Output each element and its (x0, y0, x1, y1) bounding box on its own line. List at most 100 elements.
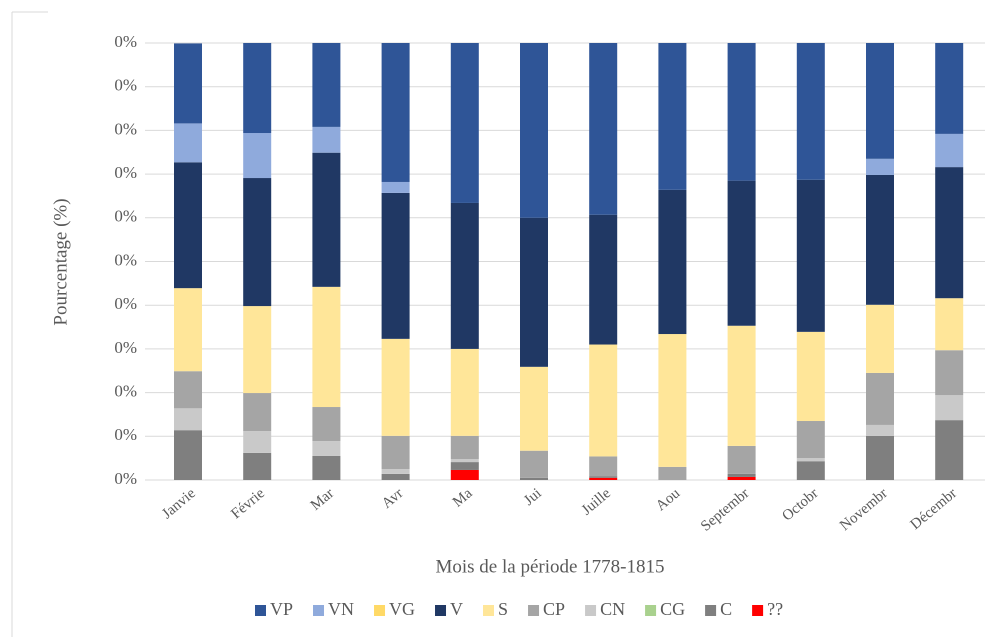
bar-segment (174, 43, 202, 124)
bar-segment (589, 477, 618, 480)
y-tick-label: 0% (114, 425, 137, 444)
x-tick-label: Septembr (698, 485, 752, 534)
y-tick-label: 0% (114, 250, 137, 269)
bar-segment (866, 372, 894, 425)
bar-segment (450, 459, 479, 463)
bar-segment (658, 466, 687, 480)
bar-segment (450, 348, 479, 436)
legend-label: VN (328, 599, 354, 619)
bar-segment (520, 477, 548, 480)
bar-segment (243, 133, 272, 179)
bar-segment (589, 344, 618, 457)
x-tick-label: Mar (308, 485, 337, 513)
bar-segment (935, 43, 964, 134)
bar-segment (381, 469, 410, 474)
bar-segment (935, 395, 964, 421)
bar-segment (658, 334, 687, 467)
bar-segment (243, 306, 272, 394)
bar-segment (866, 424, 894, 436)
bar-segment (174, 288, 202, 372)
y-tick-label: 0% (114, 76, 137, 95)
bar-segment (312, 126, 341, 153)
legend-label: ?? (767, 599, 783, 619)
legend-label: CP (543, 599, 565, 619)
bar-segment (727, 476, 756, 480)
legend-swatch (705, 605, 717, 616)
bar-segment (727, 43, 756, 181)
bar-segment (935, 298, 964, 351)
bar-segment (935, 133, 964, 168)
bar-segment (589, 214, 618, 345)
bar-segment (796, 179, 825, 332)
legend-label: VP (270, 599, 293, 619)
bar-segment (381, 181, 410, 193)
x-tick-label: Aou (653, 485, 683, 514)
legend-label: V (450, 599, 463, 619)
bar-segment (589, 456, 618, 477)
legend-swatch (435, 605, 447, 616)
bar-segment (243, 178, 272, 307)
bar-segment (243, 393, 272, 432)
bar-segment (312, 152, 341, 287)
y-tick-label: 0% (114, 382, 137, 401)
bar-segment (796, 421, 825, 459)
legend-swatch (752, 605, 764, 616)
legend-swatch (528, 605, 540, 616)
legend-label: CN (600, 599, 625, 619)
bar-segment (520, 366, 548, 451)
x-tick-label: Ma (450, 485, 476, 510)
x-tick-label: Janvie (159, 485, 199, 522)
bar-segment (727, 473, 756, 477)
bar-segment (381, 43, 410, 182)
bar-segment (866, 158, 894, 175)
bar-segment (312, 43, 341, 127)
legend-label: CG (660, 599, 685, 619)
x-tick-label: Févrie (228, 485, 268, 522)
bar-segment (312, 407, 341, 442)
legend-swatch (483, 605, 495, 616)
bar-segment (520, 217, 548, 367)
bar-segment (174, 371, 202, 409)
bar-segment (658, 189, 687, 335)
legend-label: C (720, 599, 732, 619)
legend-swatch (645, 605, 657, 616)
bar-segment (312, 286, 341, 408)
legend-label: S (498, 599, 508, 619)
x-tick-label: Avr (379, 485, 406, 512)
legend-swatch (255, 605, 266, 616)
bar-segment (174, 162, 202, 289)
bar-segment (381, 338, 410, 436)
bar-segment (312, 441, 341, 456)
x-tick-label: Décembr (908, 485, 960, 533)
bar-segment (243, 452, 272, 480)
bar-segment (243, 43, 272, 134)
y-tick-label: 0% (114, 294, 137, 313)
bar-segment (866, 304, 894, 373)
x-tick-label: Novembr (837, 485, 891, 534)
bar-segment (174, 430, 202, 480)
bar-segment (312, 455, 341, 480)
bar-segment (381, 435, 410, 470)
bar-segment (935, 420, 964, 480)
legend-swatch (585, 605, 597, 616)
bar-segment (520, 450, 548, 478)
bar-segment (174, 408, 202, 431)
x-tick-label: Octobr (779, 485, 821, 524)
bar-segment (589, 476, 618, 478)
bar-segment (450, 43, 479, 203)
y-tick-label: 0% (114, 119, 137, 138)
y-tick-label: 0% (114, 32, 137, 51)
bar-segment (589, 43, 618, 215)
y-axis-label: Pourcentage (%) (50, 198, 71, 325)
bar-segment (935, 167, 964, 299)
y-tick-label: 0% (114, 338, 137, 357)
bar-segment (381, 192, 410, 339)
bar-segment (727, 325, 756, 446)
x-axis-label: Mois de la période 1778-1815 (435, 556, 664, 577)
bar-segment (727, 180, 756, 326)
x-tick-label: Juille (579, 485, 614, 518)
bar-segment (866, 435, 894, 480)
x-tick-label: Jui (521, 485, 545, 509)
bar-segment (796, 43, 825, 180)
bar-segment (381, 473, 410, 480)
